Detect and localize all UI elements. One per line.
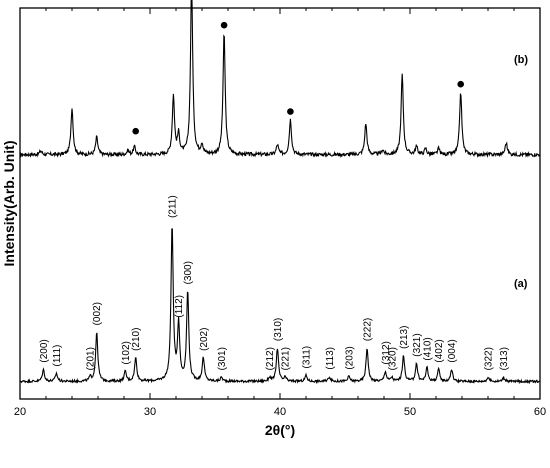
peak-label: (410) [422, 337, 433, 360]
x-tick-label: 40 [274, 406, 286, 418]
peak-label: (113) [325, 347, 336, 370]
peak-label: (002) [92, 302, 103, 325]
x-tick-label: 60 [534, 406, 546, 418]
peak-label: (201) [86, 347, 97, 370]
labels: (b) (a) (200) (111) (201) (002) (102)(210) (211… [39, 54, 528, 370]
peak-marker [220, 21, 228, 29]
peak-label: (212) [265, 347, 276, 370]
x-tick-label: 30 [144, 406, 156, 418]
peak-label: (213) [399, 326, 410, 349]
x-axis-title: 2θ(°) [265, 422, 295, 438]
peak-label: (004) [447, 339, 458, 362]
peak-marker [132, 127, 139, 135]
peak-label: (313) [499, 347, 510, 370]
x-tick-label: 50 [404, 406, 416, 418]
peak-label: (321) [412, 333, 423, 356]
peak-label: (211) [168, 195, 179, 218]
series-label-0: (b) [514, 54, 528, 66]
series-label-1: (a) [514, 278, 528, 290]
series-trace-0 [19, 0, 541, 159]
peak-label: (200) [39, 339, 50, 362]
peak-label: (221) [281, 347, 292, 370]
y-axis-title: Intensity(Arb. Unit) [1, 141, 17, 267]
plot-area [19, 0, 541, 385]
peak-marker [457, 80, 465, 88]
peak-marker [287, 108, 294, 115]
peak-label: (301) [217, 347, 228, 370]
peak-label: (210) [131, 328, 142, 351]
peak-label: (322) [484, 347, 495, 370]
peak-label: (300) [183, 261, 194, 284]
peak-label: (310) [273, 318, 284, 341]
axes: 20 30 40 50 60 2θ(°) Intensity(Arb. Unit) [1, 7, 546, 438]
peak-label: (203) [344, 346, 355, 369]
peak-label: (112) [174, 295, 185, 318]
series-trace-1 [19, 228, 541, 385]
x-tick-label: 20 [14, 406, 26, 418]
peak-label: (320) [387, 347, 398, 370]
peak-label: (312) [381, 341, 392, 364]
peak-label: (102) [121, 341, 132, 364]
peak-label: (111) [52, 345, 63, 367]
peak-label: (222) [363, 318, 374, 341]
peak-label: (202) [199, 328, 210, 351]
peak-label: (311) [302, 346, 313, 369]
peak-label: (402) [434, 339, 445, 362]
